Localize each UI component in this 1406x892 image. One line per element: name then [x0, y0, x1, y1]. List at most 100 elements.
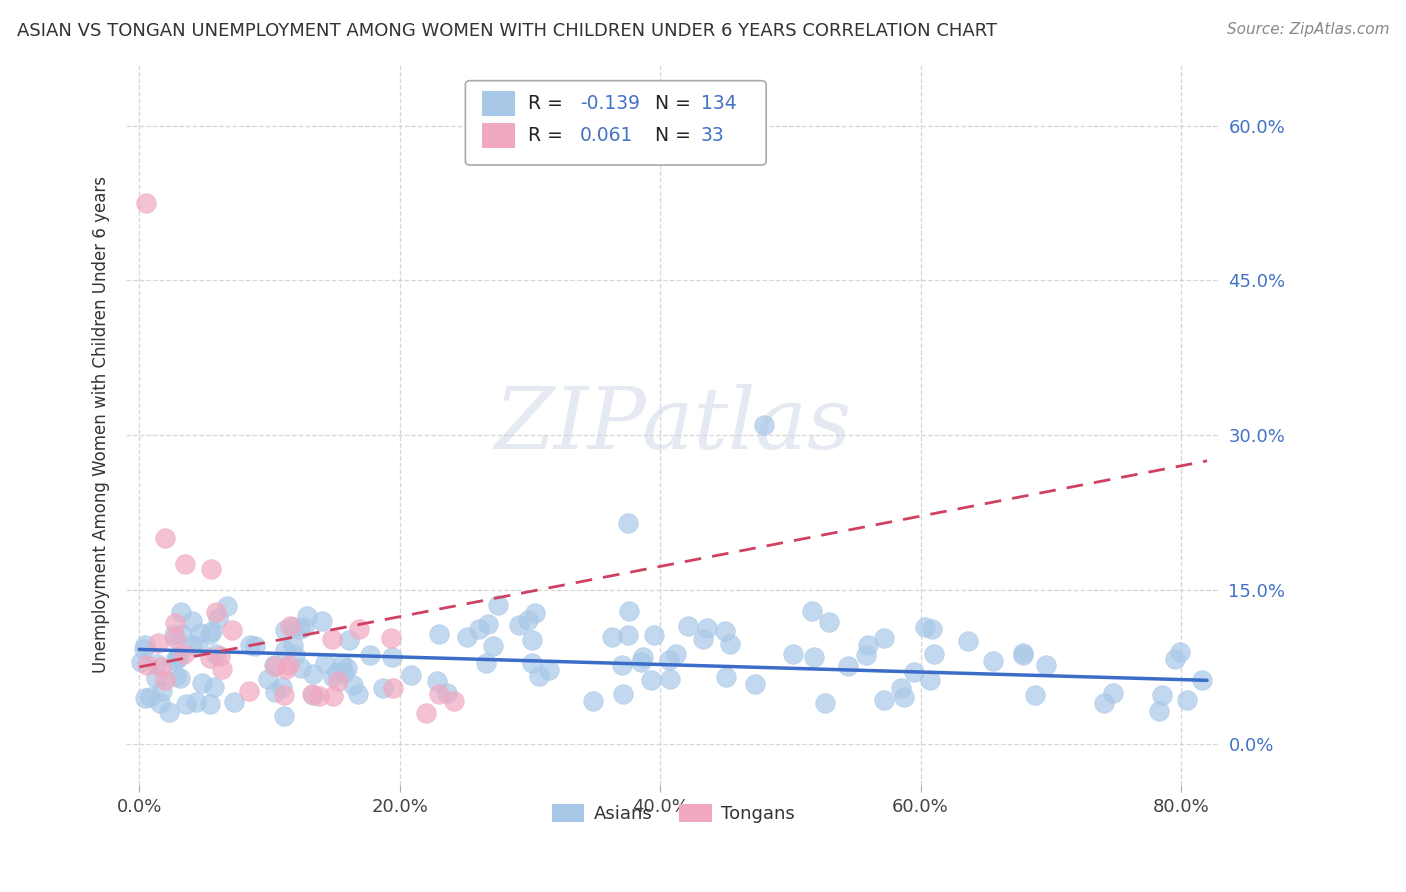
Point — [239, 639, 262, 653]
Point — [890, 681, 912, 695]
Point — [803, 650, 825, 665]
Point — [201, 624, 224, 638]
Point — [200, 627, 222, 641]
Point — [481, 639, 503, 653]
Point — [198, 650, 221, 665]
Point — [1024, 688, 1046, 702]
Point — [217, 599, 239, 613]
Point — [204, 647, 226, 661]
Text: R =: R = — [527, 126, 568, 145]
Point — [134, 639, 156, 653]
Point — [134, 691, 156, 706]
Point — [278, 619, 301, 633]
Point — [1092, 697, 1115, 711]
Point — [342, 678, 364, 692]
Point — [426, 673, 449, 688]
Point — [1164, 652, 1187, 666]
Point — [692, 632, 714, 646]
Point — [924, 648, 946, 662]
Point — [522, 632, 544, 647]
Point — [165, 632, 187, 646]
Point — [337, 632, 360, 647]
Point — [957, 633, 980, 648]
Point — [301, 687, 323, 701]
Point — [191, 675, 214, 690]
Text: -0.139: -0.139 — [581, 94, 640, 112]
Point — [1035, 657, 1057, 672]
Text: R =: R = — [527, 94, 568, 112]
Point — [921, 622, 943, 636]
Point — [517, 614, 540, 628]
Point — [347, 622, 370, 636]
Text: ZIPatlas: ZIPatlas — [495, 384, 852, 467]
Point — [486, 598, 509, 612]
Point — [1147, 704, 1170, 718]
Point — [188, 625, 211, 640]
Point — [630, 655, 652, 669]
Point — [381, 681, 404, 695]
Point — [427, 626, 450, 640]
Point — [612, 687, 634, 701]
Point — [801, 604, 824, 618]
Point — [346, 687, 368, 701]
Point — [477, 616, 499, 631]
Point — [167, 651, 190, 665]
Point — [415, 706, 437, 721]
Point — [718, 637, 741, 651]
FancyBboxPatch shape — [465, 80, 766, 165]
Point — [617, 604, 640, 618]
Point — [129, 655, 152, 669]
Point — [903, 665, 925, 680]
Point — [617, 627, 640, 641]
Point — [274, 662, 297, 676]
Point — [1152, 688, 1174, 702]
Point — [174, 697, 197, 711]
Point — [333, 665, 356, 680]
Point — [278, 657, 301, 672]
Point — [872, 693, 894, 707]
Point — [308, 689, 330, 703]
Point — [600, 630, 623, 644]
Point — [263, 685, 285, 699]
Point — [150, 660, 173, 674]
Point — [163, 653, 186, 667]
Point — [135, 657, 157, 672]
Point — [380, 631, 402, 645]
Point — [273, 709, 295, 723]
Text: Source: ZipAtlas.com: Source: ZipAtlas.com — [1226, 22, 1389, 37]
Point — [184, 695, 207, 709]
Point — [582, 694, 605, 708]
Point — [162, 628, 184, 642]
Point — [508, 618, 530, 632]
Point — [893, 690, 915, 704]
Point — [524, 606, 547, 620]
Point — [273, 688, 295, 702]
Point — [281, 638, 304, 652]
Point — [872, 631, 894, 645]
Text: 134: 134 — [700, 94, 737, 112]
Point — [155, 531, 177, 545]
Point — [1102, 686, 1125, 700]
Point — [149, 696, 172, 710]
Text: N =: N = — [655, 94, 696, 112]
Point — [157, 705, 180, 719]
Point — [148, 636, 170, 650]
FancyBboxPatch shape — [482, 123, 515, 148]
Point — [238, 684, 260, 698]
Text: N =: N = — [655, 126, 696, 145]
Point — [1168, 645, 1191, 659]
Point — [640, 673, 662, 687]
Point — [200, 698, 222, 712]
Point — [713, 624, 735, 638]
Point — [322, 689, 344, 703]
FancyBboxPatch shape — [482, 91, 515, 116]
Point — [274, 623, 297, 637]
Point — [456, 630, 478, 644]
Point — [165, 669, 187, 683]
Point — [696, 621, 718, 635]
Point — [302, 688, 325, 702]
Text: ASIAN VS TONGAN UNEMPLOYMENT AMONG WOMEN WITH CHILDREN UNDER 6 YEARS CORRELATION: ASIAN VS TONGAN UNEMPLOYMENT AMONG WOMEN… — [17, 22, 997, 40]
Point — [187, 639, 209, 653]
Point — [401, 668, 423, 682]
Point — [146, 657, 169, 671]
